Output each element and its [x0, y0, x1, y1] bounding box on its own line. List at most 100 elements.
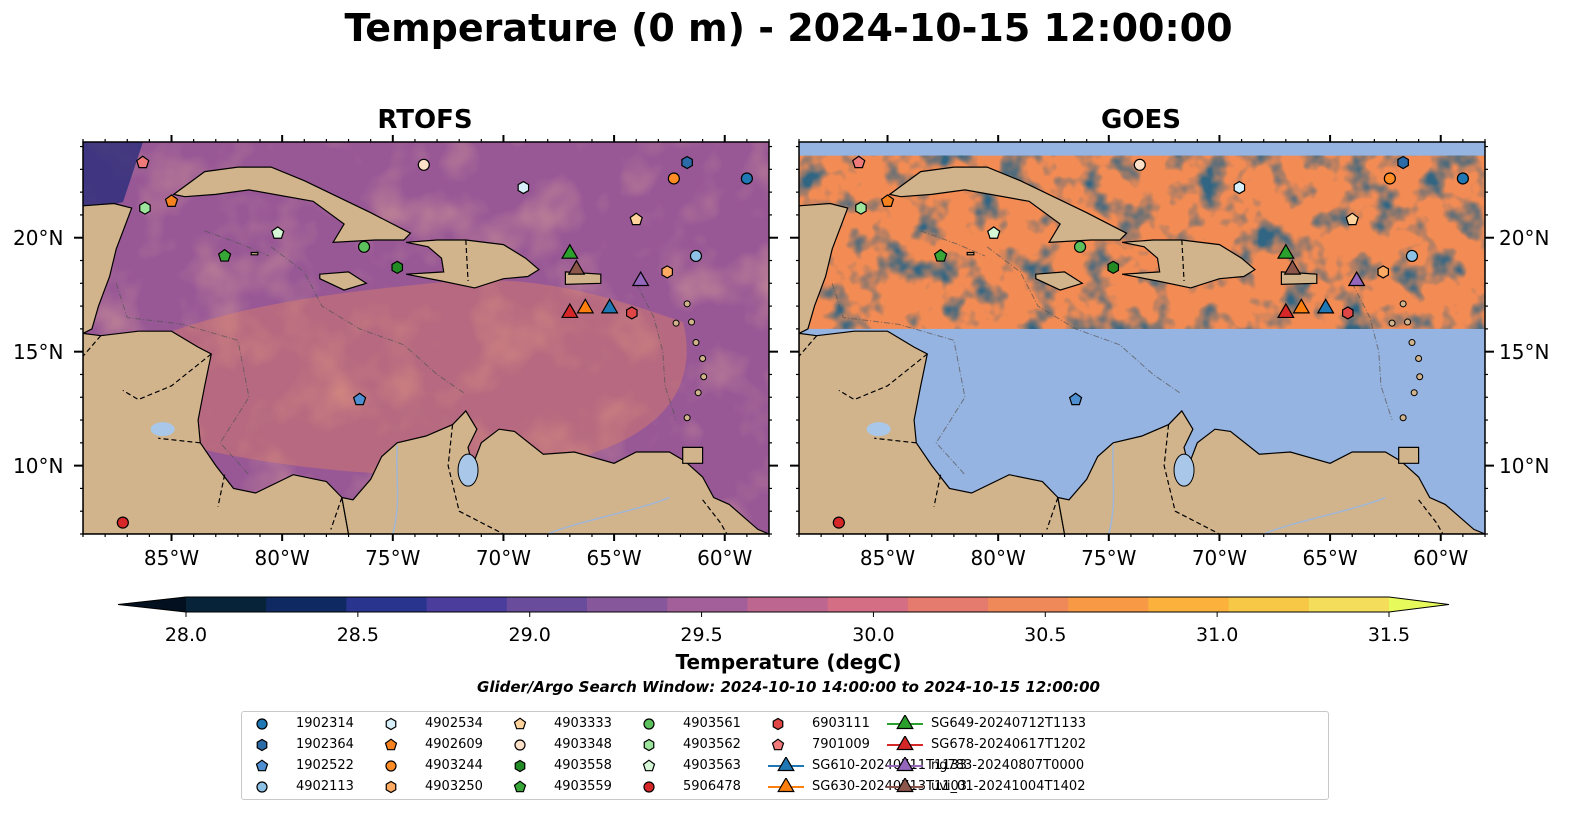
legend: 1902314 1902364 1902522 4902113 4902534 49026… [241, 711, 1329, 800]
legend-marker [896, 736, 914, 751]
legend-label: 1902364 [296, 737, 354, 752]
marker-4903559 [217, 248, 232, 262]
marker-1902522 [352, 392, 367, 406]
colorbar-segment [1068, 597, 1149, 612]
colorbar-segment [346, 597, 428, 612]
legend-label: 4902609 [425, 737, 483, 752]
lat-label-left: 10°N [13, 453, 64, 478]
legend-marker [777, 778, 795, 793]
colorbar-segment [827, 597, 909, 612]
legend-marker [643, 718, 655, 730]
circle-marker-icon [514, 739, 526, 751]
search-window-subtitle: Glider/Argo Search Window: 2024-10-10 14… [477, 678, 1100, 696]
lon-label: 80°W [970, 546, 1026, 570]
marker-4903333 [1345, 212, 1359, 226]
colorbar-segment [747, 597, 829, 612]
pentagon-marker-icon [384, 738, 398, 751]
figure-title: Temperature (0 m) - 2024-10-15 12:00:00 [344, 6, 1233, 50]
legend-marker [256, 738, 268, 752]
marker-4903561 [357, 240, 371, 253]
legend-marker [384, 738, 398, 751]
colorbar-tick-label: 31.0 [1195, 624, 1239, 646]
legend-label: 5906478 [683, 779, 741, 794]
legend-label: 4903561 [683, 716, 741, 731]
legend-marker [256, 781, 268, 793]
lat-label-right: 10°N [1499, 453, 1550, 478]
colorbar-segment [1148, 597, 1230, 612]
legend-label: 4903250 [425, 779, 483, 794]
legend-label: SG649-20240712T1133 [931, 716, 1087, 731]
legend-marker [777, 757, 795, 772]
marker-6903111 [1341, 306, 1354, 320]
legend-label: ng783-20240807T0000 [931, 758, 1085, 773]
colorbar-tick-label: 30.5 [1024, 624, 1067, 646]
lon-label: 65°W [586, 546, 642, 570]
goes-markers [832, 155, 1469, 529]
legend-marker [385, 760, 397, 772]
legend-marker [385, 780, 397, 794]
marker-4903558 [391, 260, 404, 275]
legend-label: 6903111 [812, 716, 870, 731]
circle-marker-icon [256, 781, 268, 793]
panel-title-goes: GOES [1101, 105, 1181, 135]
marker-4903563 [987, 226, 1001, 239]
marker-sg630-20240713t1103 [1292, 298, 1311, 314]
marker-4903244 [667, 172, 680, 185]
legend-label: 4902113 [296, 779, 354, 794]
marker-4903561 [1073, 240, 1087, 253]
legend-marker [385, 717, 397, 731]
legend-label: 1902522 [296, 758, 354, 773]
colorbar-segment [1308, 597, 1390, 612]
lon-label: 65°W [1302, 546, 1358, 570]
legend-label: 4903333 [554, 716, 612, 731]
lon-label: 60°W [1413, 546, 1469, 570]
legend-label: 1902314 [296, 716, 354, 731]
colorbar-segment [266, 597, 347, 612]
lon-label: 75°W [1081, 546, 1137, 570]
hexagon-marker-icon [256, 738, 268, 752]
marker-4903562 [855, 201, 867, 215]
marker-sg678-20240617t1202 [1277, 302, 1295, 319]
triangle-marker-icon [887, 757, 923, 772]
lat-label-left: 15°N [13, 339, 64, 364]
goes-land [799, 166, 1485, 534]
legend-marker [514, 739, 526, 751]
colorbar-tick-label: 30.0 [852, 624, 895, 646]
legend-label: 4903244 [425, 758, 483, 773]
lon-label: 80°W [254, 546, 310, 570]
legend-marker [772, 717, 784, 731]
colorbar-segment [186, 597, 267, 612]
marker-1902314 [740, 172, 753, 185]
legend-label: 4903559 [554, 779, 612, 794]
colorbar-segment [988, 597, 1069, 612]
legend-marker [256, 718, 268, 730]
triangle-marker-icon [887, 715, 923, 730]
marker-5906478 [832, 516, 845, 529]
legend-label: 4902534 [425, 716, 483, 731]
marker-1902364 [681, 155, 693, 170]
colorbar-segment [667, 597, 748, 612]
colorbar-segment [907, 597, 989, 612]
marker-sg649-20240712t1133 [561, 243, 579, 259]
marker-sg649-20240712t1133 [1277, 243, 1295, 259]
legend-label: uvi_01-20241004T1402 [931, 779, 1086, 794]
circle-marker-icon [643, 718, 655, 730]
marker-4903558 [1107, 260, 1120, 275]
marker-ng783-20240807t0000 [631, 270, 650, 287]
triangle-marker-icon [887, 778, 923, 793]
colorbar-label: Temperature (degC) [675, 650, 902, 674]
marker-4903244 [1383, 172, 1396, 185]
circle-marker-icon [385, 760, 397, 772]
hexagon-marker-icon [643, 738, 655, 752]
marker-6903111 [625, 306, 638, 320]
marker-4902609 [164, 194, 179, 207]
marker-uvi_01-20241004t1402 [567, 259, 586, 275]
colorbar-tick-label: 29.5 [680, 624, 723, 646]
marker-sg678-20240617t1202 [561, 302, 579, 319]
legend-marker [513, 780, 527, 793]
colorbar-tick-label: 28.0 [164, 624, 208, 646]
lon-label: 70°W [1191, 546, 1248, 570]
legend-marker [771, 738, 785, 751]
colorbar-segment [587, 597, 668, 612]
colorbar-segment [426, 597, 508, 612]
